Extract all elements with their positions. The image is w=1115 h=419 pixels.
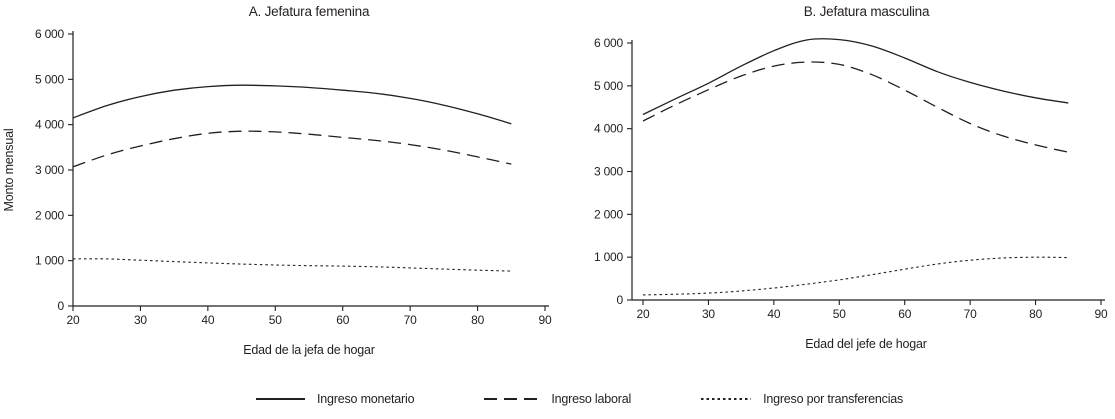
legend-item-monetario: Ingreso monetario [256, 392, 415, 406]
panel-jefatura-masculina: 0 1 000 2 000 3 000 4 000 5 000 6 000 20 30 40 50 6… [558, 0, 1115, 380]
legend-label-transferencias: Ingreso por transferencias [763, 392, 904, 406]
panel-title: B. Jefatura masculina [803, 4, 930, 19]
solid-line-swatch [256, 398, 305, 400]
y-tick-label: 3 000 [35, 163, 65, 177]
x-tick-label: 80 [471, 313, 484, 327]
legend: Ingreso monetario Ingreso laboral Ingres… [256, 392, 903, 406]
series-line-dashed [72, 130, 512, 168]
x-tick-label: 20 [67, 313, 80, 327]
x-tick-label: 90 [1095, 307, 1108, 321]
x-axis-label: Edad de la jefa de hogar [243, 343, 375, 357]
legend-label-monetario: Ingreso monetario [317, 392, 415, 406]
x-tick-label: 80 [1029, 307, 1042, 321]
plot-area-masculina: 0 1 000 2 000 3 000 4 000 5 000 6 000 20 30 40 50 6… [594, 36, 1108, 321]
y-tick-label: 1 000 [35, 254, 65, 268]
x-tick-label: 60 [336, 313, 349, 327]
y-axis-label: Monto mensual [2, 128, 16, 212]
panel-title: A. Jefatura femenina [248, 4, 370, 19]
dotted-line-swatch [701, 398, 752, 400]
x-tick-label: 30 [702, 307, 715, 321]
y-tick-label: 2 000 [35, 208, 65, 222]
series-line-dashed [642, 61, 1069, 153]
series-line-dotted [642, 256, 1069, 296]
y-tick-label: 1 000 [594, 250, 624, 264]
y-tick-label: 0 [58, 299, 65, 313]
x-tick-label: 20 [637, 307, 650, 321]
x-tick-label: 40 [201, 313, 214, 327]
legend-item-transferencias: Ingreso por transferencias [701, 392, 903, 406]
x-tick-label: 50 [833, 307, 846, 321]
y-tick-label: 5 000 [35, 72, 65, 86]
y-tick-label: 3 000 [594, 165, 624, 179]
dashed-line-swatch [484, 398, 540, 400]
legend-item-laboral: Ingreso laboral [484, 392, 631, 406]
x-tick-label: 70 [404, 313, 417, 327]
x-tick-label: 50 [269, 313, 282, 327]
x-axis-label: Edad del jefe de hogar [805, 337, 927, 351]
y-tick-label: 4 000 [594, 122, 624, 136]
series-line-solid [72, 84, 512, 125]
y-tick-label: 4 000 [35, 118, 65, 132]
y-tick-label: 6 000 [594, 36, 624, 50]
x-tick-label: 90 [539, 313, 552, 327]
legend-label-laboral: Ingreso laboral [551, 392, 632, 406]
y-tick-label: 0 [617, 293, 624, 307]
y-tick-label: 5 000 [594, 79, 624, 93]
x-tick-label: 40 [767, 307, 780, 321]
y-tick-label: 6 000 [35, 27, 65, 41]
y-tick-label: 2 000 [594, 207, 624, 221]
x-tick-label: 30 [134, 313, 147, 327]
x-tick-label: 60 [898, 307, 911, 321]
panel-jefatura-femenina: 0 1 000 2 000 3 000 4 000 5 000 6 000 20 30 40 50 6… [0, 0, 557, 380]
plot-area-femenina: 0 1 000 2 000 3 000 4 000 5 000 6 000 20 30 40 50 6… [35, 27, 552, 327]
series-line-solid [642, 38, 1069, 116]
x-tick-label: 70 [964, 307, 977, 321]
series-line-dotted [72, 258, 512, 272]
